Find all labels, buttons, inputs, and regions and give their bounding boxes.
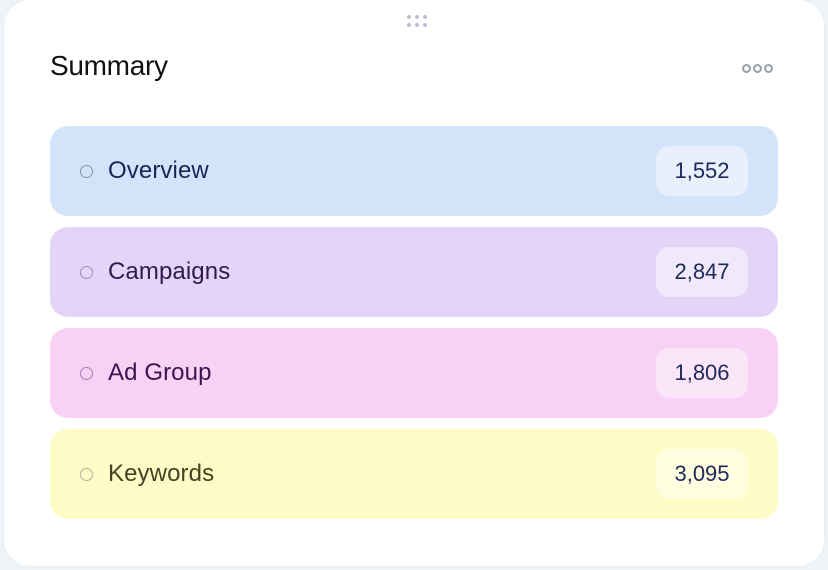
circle-bullet-icon: [80, 164, 93, 178]
circle-bullet-icon: [80, 467, 93, 481]
more-horizontal-icon-dot: [753, 64, 762, 73]
row-label: Overview: [108, 157, 209, 184]
summary-card: Summary Overview 1,552 Campaigns 2,847 A…: [4, 0, 824, 566]
row-count-badge: 2,847: [656, 247, 748, 297]
more-options-button[interactable]: [740, 62, 775, 75]
summary-row-overview[interactable]: Overview 1,552: [50, 126, 778, 216]
more-horizontal-icon: [742, 64, 751, 73]
row-label: Campaigns: [108, 258, 231, 285]
card-title: Summary: [50, 50, 168, 81]
row-label: Ad Group: [108, 359, 212, 386]
grip-dots-icon[interactable]: [407, 15, 429, 29]
row-count-badge: 3,095: [656, 449, 748, 499]
circle-bullet-icon: [80, 366, 93, 380]
summary-row-campaigns[interactable]: Campaigns 2,847: [50, 227, 778, 317]
summary-row-ad-group[interactable]: Ad Group 1,806: [50, 328, 778, 418]
row-label: Keywords: [108, 460, 215, 487]
row-count-badge: 1,552: [656, 146, 748, 196]
summary-row-keywords[interactable]: Keywords 3,095: [50, 429, 778, 519]
row-count-badge: 1,806: [656, 348, 748, 398]
more-horizontal-icon-dot: [764, 64, 773, 73]
circle-bullet-icon: [80, 265, 93, 279]
summary-list: Overview 1,552 Campaigns 2,847 Ad Group …: [50, 126, 778, 519]
